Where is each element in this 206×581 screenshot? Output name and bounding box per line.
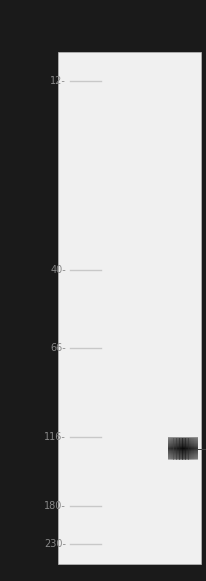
Bar <box>175 437 176 460</box>
Bar <box>188 437 189 460</box>
Bar <box>197 437 198 460</box>
Bar <box>187 437 188 460</box>
Bar <box>178 437 179 460</box>
Bar <box>191 437 192 460</box>
Bar <box>190 437 191 460</box>
Bar <box>172 437 173 460</box>
Text: 12-: 12- <box>50 76 66 86</box>
Bar <box>186 437 187 460</box>
Bar <box>179 437 180 460</box>
Bar <box>183 437 184 460</box>
Bar <box>194 437 195 460</box>
Bar <box>185 437 186 460</box>
Bar <box>191 437 192 460</box>
Bar <box>193 437 194 460</box>
Bar <box>171 437 172 460</box>
Bar <box>176 437 177 460</box>
Bar <box>195 437 196 460</box>
Bar <box>181 437 182 460</box>
Bar <box>173 437 174 460</box>
Text: 40-: 40- <box>50 265 66 275</box>
Bar <box>173 437 174 460</box>
Bar <box>168 437 169 460</box>
Bar <box>58 52 201 564</box>
Text: 116-: 116- <box>44 432 66 442</box>
Text: 230-: 230- <box>44 539 66 549</box>
Bar <box>179 437 180 460</box>
Bar <box>197 437 198 460</box>
Bar <box>170 437 171 460</box>
Bar <box>180 437 181 460</box>
Bar <box>184 437 185 460</box>
Bar <box>192 437 193 460</box>
Bar <box>189 437 190 460</box>
Text: 66-: 66- <box>50 343 66 353</box>
Bar <box>174 437 175 460</box>
Bar <box>182 437 183 460</box>
Bar <box>196 437 197 460</box>
Bar <box>185 437 186 460</box>
Bar <box>169 437 170 460</box>
Bar <box>177 437 178 460</box>
Text: 180-: 180- <box>44 501 66 511</box>
